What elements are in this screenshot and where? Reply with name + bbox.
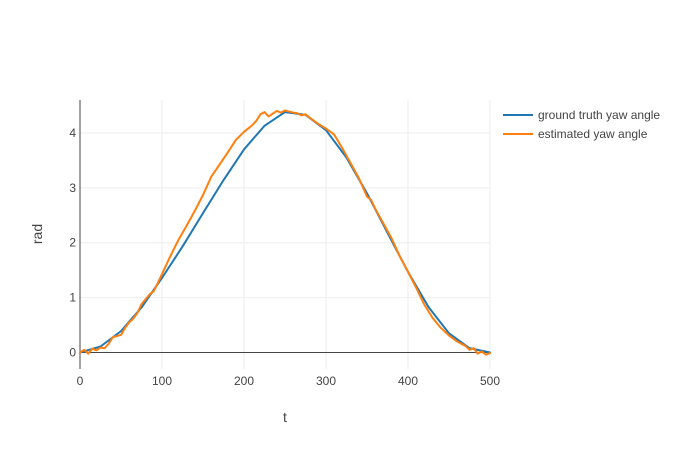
legend[interactable]: ground truth yaw angle estimated yaw angl… <box>503 108 660 141</box>
legend-item[interactable]: estimated yaw angle <box>503 127 648 141</box>
series-line-1 <box>79 111 491 354</box>
y-tick-label: 1 <box>69 291 76 305</box>
x-tick-label: 100 <box>152 374 172 388</box>
tick-labels: 0 100 200 300 400 500 0 1 2 3 4 <box>69 126 500 388</box>
y-tick-label: 2 <box>69 236 76 250</box>
x-tick-label: 400 <box>398 374 418 388</box>
x-tick-label: 500 <box>480 374 500 388</box>
grid-lines <box>80 100 491 369</box>
x-axis-title: t <box>283 409 287 425</box>
y-tick-label: 4 <box>69 126 76 140</box>
x-tick-label: 0 <box>77 374 84 388</box>
y-axis-title: rad <box>29 224 45 244</box>
legend-label: ground truth yaw angle <box>538 108 660 122</box>
legend-item[interactable]: ground truth yaw angle <box>503 108 660 122</box>
series-line-2 <box>79 109 491 356</box>
x-tick-label: 300 <box>316 374 336 388</box>
y-tick-label: 3 <box>69 181 76 195</box>
y-tick-label: 0 <box>69 346 76 360</box>
x-tick-label: 200 <box>234 374 254 388</box>
series-lines <box>79 109 491 356</box>
legend-label: estimated yaw angle <box>538 127 648 141</box>
